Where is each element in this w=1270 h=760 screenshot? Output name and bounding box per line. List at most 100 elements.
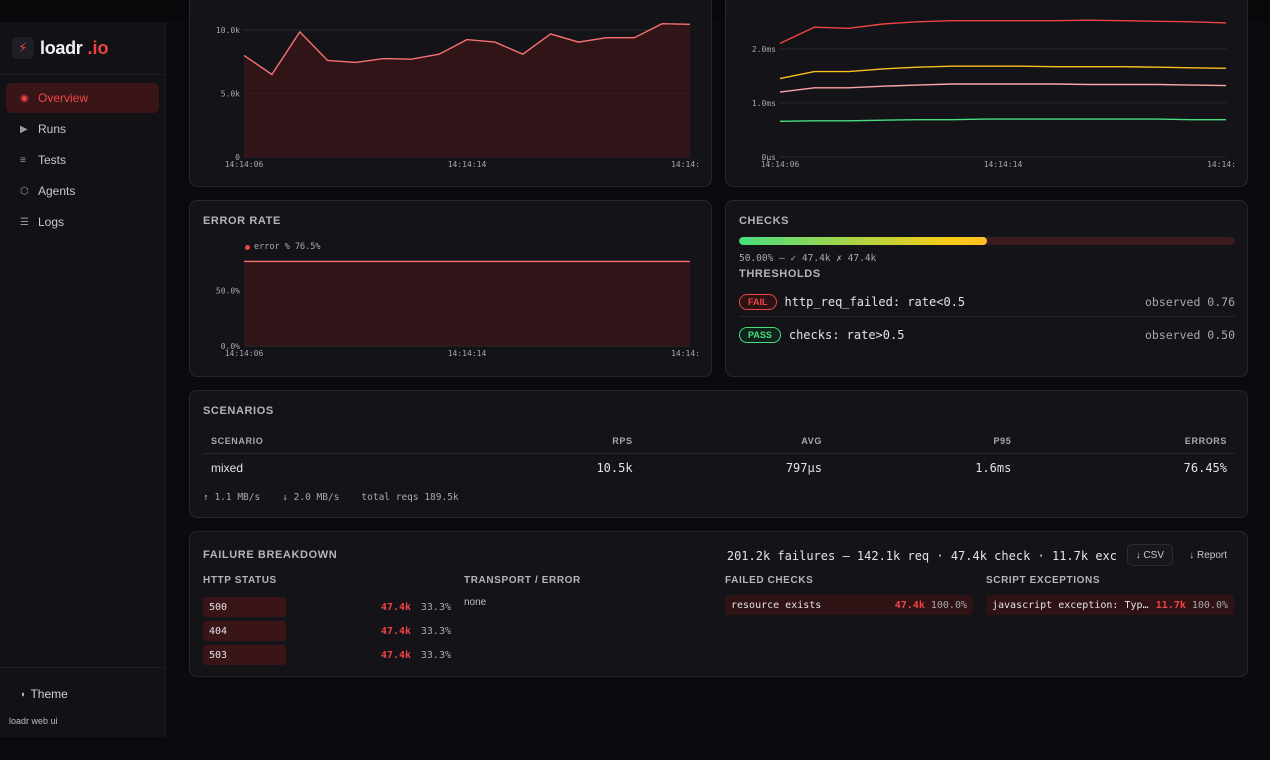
brand-name: loadr xyxy=(40,37,83,58)
download-report-button[interactable]: ↓ Report xyxy=(1189,549,1227,561)
brand[interactable]: ⚡ loadr .io xyxy=(0,22,165,75)
x-tick-label: 14:14:06 xyxy=(761,160,800,169)
scenarios-table: SCENARIO RPS AVG P95 ERRORS mixed 10.5k … xyxy=(203,429,1235,483)
exception-message: javascript exception: TypeError: Cannot … xyxy=(992,599,1152,611)
x-tick-label: 14:14:06 xyxy=(225,349,264,358)
sidebar-footer: ◖ Theme loadr web ui xyxy=(0,667,165,737)
x-tick-label: 14:14: xyxy=(1207,160,1236,169)
failure-count: 47.4k xyxy=(380,649,411,661)
target-icon: ◉ xyxy=(20,92,29,104)
column-header[interactable]: AVG xyxy=(640,429,830,454)
x-tick-label: 14:14:06 xyxy=(225,160,264,169)
threshold-observed: observed 0.50 xyxy=(1144,328,1235,342)
y-tick-label: 1.0ms xyxy=(752,99,776,108)
sidebar-item-label: Overview xyxy=(38,91,89,105)
column-header[interactable]: P95 xyxy=(829,429,1020,454)
half-moon-icon: ◖ xyxy=(20,689,26,699)
failure-count: 11.7k xyxy=(1155,599,1186,611)
x-tick-label: 14:14: xyxy=(671,160,700,169)
list-item[interactable]: 503 47.4k 33.3% xyxy=(203,643,451,667)
transport-error-column: TRANSPORT / ERROR none xyxy=(464,575,712,608)
play-icon: ▶ xyxy=(20,123,28,135)
bolt-icon: ⚡ xyxy=(12,37,34,59)
failure-breakdown-card: FAILURE BREAKDOWN 201.2k failures — 142.… xyxy=(189,531,1248,677)
check-name: resource exists xyxy=(731,599,822,611)
checks-card: CHECKS 50.00% — ✓ 47.4k ✗ 47.4k THRESHOL… xyxy=(725,200,1248,377)
y-tick-label: 2.0ms xyxy=(752,45,776,54)
checks-progress-fill xyxy=(739,237,987,245)
status-code: 503 xyxy=(203,645,286,665)
status-badge: PASS xyxy=(739,327,781,343)
failure-percent: 100.0% xyxy=(1191,599,1228,611)
footer-note: loadr web ui xyxy=(9,716,58,726)
latency-card: 0µs 1.0ms 2.0ms 14:14:06 14:14:14 14:14: xyxy=(725,0,1248,187)
column-title: FAILED CHECKS xyxy=(725,575,814,586)
y-tick-label: 10.0k xyxy=(216,26,240,35)
error-rate-card: ERROR RATE 0.0% 50.0% 14:14:06 14:14:14 14:1… xyxy=(189,200,712,377)
scenarios-card: SCENARIOS SCENARIO RPS AVG P95 ERRORS mi… xyxy=(189,390,1248,518)
list-item[interactable]: javascript exception: TypeError: Cannot … xyxy=(986,595,1234,615)
empty-state: none xyxy=(464,597,487,608)
brand-tld: .io xyxy=(87,37,109,58)
sidebar-item-runs[interactable]: ▶ Runs xyxy=(6,114,159,144)
sidebar-item-overview[interactable]: ◉ Overview xyxy=(6,83,159,113)
series-line xyxy=(243,22,691,76)
card-title: ERROR RATE xyxy=(203,215,281,227)
series-area xyxy=(244,261,690,346)
legend-label: error % 76.5% xyxy=(254,242,321,252)
sidebar-item-label: Runs xyxy=(38,122,67,136)
checks-summary: 50.00% — ✓ 47.4k ✗ 47.4k xyxy=(739,253,877,264)
y-tick-label: 0 xyxy=(235,153,240,162)
sidebar-item-label: Agents xyxy=(38,184,76,198)
list-item[interactable]: 404 47.4k 33.3% xyxy=(203,619,451,643)
failure-percent: 33.3% xyxy=(420,601,451,613)
list-item[interactable]: 500 47.4k 33.3% xyxy=(203,595,451,619)
y-tick-label: 50.0% xyxy=(216,287,240,296)
y-tick-label: 0.0% xyxy=(221,342,240,351)
table-row[interactable]: mixed 10.5k 797µs 1.6ms 76.45% xyxy=(203,453,1235,483)
download-rate: ↓ 2.0 MB/s xyxy=(282,492,340,503)
failure-percent: 33.3% xyxy=(420,625,451,637)
card-title: FAILURE BREAKDOWN xyxy=(203,549,338,561)
y-tick-label: 5.0k xyxy=(221,90,240,99)
error-rate-chart: 0.0% 50.0% 14:14:06 14:14:14 14:14: xyxy=(216,260,700,358)
sidebar-nav: ◉ Overview ▶ Runs ≡ Tests ⬡ Agents ☰ Log… xyxy=(0,75,165,246)
threshold-row: FAIL http_req_failed: rate<0.5 observed … xyxy=(739,287,1235,317)
sidebar-item-logs[interactable]: ☰ Logs xyxy=(6,207,159,237)
table-cell: 797µs xyxy=(785,461,822,476)
column-header[interactable]: ERRORS xyxy=(1019,429,1235,454)
legend-dot-icon xyxy=(245,244,250,250)
table-cell: 76.45% xyxy=(1183,461,1227,476)
sidebar-item-tests[interactable]: ≡ Tests xyxy=(6,145,159,175)
column-header[interactable]: RPS xyxy=(451,429,641,454)
column-header[interactable]: SCENARIO xyxy=(203,429,452,454)
series-line xyxy=(779,65,1227,80)
sidebar-item-label: Tests xyxy=(38,153,67,167)
failure-count: 47.4k xyxy=(380,625,411,637)
x-tick-label: 14:14:14 xyxy=(448,349,487,358)
failure-percent: 33.3% xyxy=(420,649,451,661)
theme-label: Theme xyxy=(30,687,68,701)
hexagon-icon: ⬡ xyxy=(20,185,29,197)
sidebar-item-agents[interactable]: ⬡ Agents xyxy=(6,176,159,206)
x-tick-label: 14:14:14 xyxy=(984,160,1023,169)
card-title: CHECKS xyxy=(739,215,790,227)
failure-count: 47.4k xyxy=(380,601,411,613)
list-item[interactable]: resource exists 47.4k 100.0% xyxy=(725,595,973,615)
series-line xyxy=(779,19,1227,45)
table-cell: 10.5k xyxy=(596,461,633,476)
threshold-name: http_req_failed: rate<0.5 xyxy=(784,294,966,309)
series-area xyxy=(244,23,690,158)
x-tick-label: 14:14: xyxy=(671,349,700,358)
threshold-name: checks: rate>0.5 xyxy=(788,328,905,342)
download-csv-button[interactable]: ↓ CSV xyxy=(1126,544,1173,566)
series-line xyxy=(779,118,1226,122)
lines-icon: ☰ xyxy=(20,216,29,228)
series-line xyxy=(779,83,1227,93)
chart-legend: error % 76.5% xyxy=(245,242,321,252)
throughput-chart: 0 5.0k 10.0k 14:14:06 14:14:14 14:14: xyxy=(216,22,700,169)
total-requests: total reqs 189.5k xyxy=(361,492,459,503)
sidebar-item-label: Logs xyxy=(38,215,65,229)
status-badge: FAIL xyxy=(739,293,777,310)
theme-toggle-button[interactable]: ◖ Theme xyxy=(20,687,68,701)
